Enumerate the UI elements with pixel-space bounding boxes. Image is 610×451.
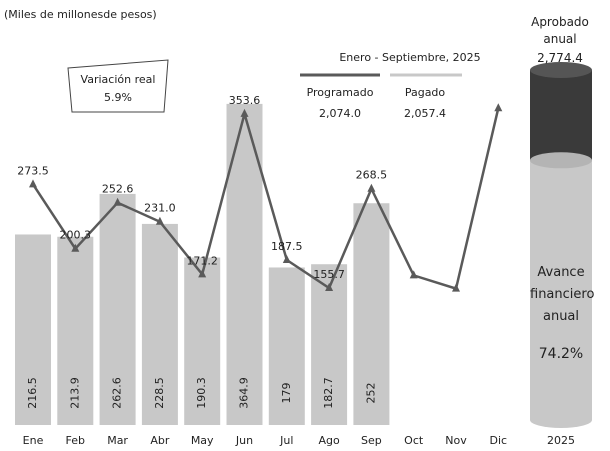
- bar: [57, 236, 94, 425]
- bar: [141, 223, 178, 425]
- legend-total: 2,057.4: [404, 107, 446, 120]
- cylinder-top: [530, 62, 592, 78]
- cylinder-total: 2,774.4: [537, 51, 583, 65]
- chart-title: (Miles de millonesde pesos): [4, 8, 157, 21]
- line-value-label: 200.3: [60, 229, 92, 242]
- line-marker: [71, 243, 80, 252]
- x-tick-label: Nov: [445, 434, 467, 447]
- line: [31, 107, 500, 291]
- x-tick-label: Dic: [490, 434, 508, 447]
- line-marker: [113, 197, 122, 206]
- line-marker: [282, 255, 291, 263]
- annotation-box: [67, 59, 169, 113]
- line-value-label: 252.6: [102, 183, 134, 196]
- bar-value-label: 213.9: [68, 377, 81, 409]
- line-value-label: 353.6: [229, 94, 261, 107]
- line-value-label: 171.2: [186, 254, 218, 267]
- bar: [353, 203, 390, 425]
- line-marker: [155, 216, 164, 225]
- cylinder-value: 74.2%: [538, 346, 584, 362]
- legend-title: Enero - Septiembre, 2025: [339, 51, 480, 64]
- x-tick-label: Ene: [23, 434, 44, 447]
- legend-label: Pagado: [405, 86, 446, 99]
- cylinder-fill: [530, 160, 592, 421]
- line-marker: [198, 269, 207, 278]
- line-value-label: 187.5: [271, 240, 303, 253]
- line-marker: [494, 103, 503, 112]
- line-marker: [367, 183, 376, 192]
- x-tick-label: Abr: [150, 434, 170, 447]
- bar: [268, 267, 305, 425]
- x-tick-label: Jul: [279, 434, 293, 447]
- cylinder-fill-top: [530, 152, 592, 169]
- bar-value-label: 190.3: [195, 377, 208, 409]
- line-marker: [452, 283, 460, 292]
- bar: [311, 264, 348, 425]
- line-marker: [409, 270, 418, 279]
- x-tick-label: Ago: [318, 434, 340, 447]
- bar-value-label: 252: [364, 383, 377, 404]
- line-value-label: 155.7: [313, 268, 345, 281]
- line-value-label: 231.0: [144, 202, 176, 215]
- bar: [226, 103, 263, 425]
- line-value-label: 273.5: [17, 164, 49, 177]
- x-tick-label: May: [191, 434, 214, 447]
- cylinder-title: Aprobado anual: [531, 15, 589, 46]
- bar-value-label: 364.9: [238, 377, 251, 409]
- line-marker: [29, 179, 37, 188]
- legend-total: 2,074.0: [319, 107, 361, 120]
- x-tick-label: Oct: [404, 434, 424, 447]
- bar-value-label: 228.5: [153, 377, 166, 409]
- x-tick-label: 2025: [547, 434, 575, 447]
- bar-value-label: 179: [280, 383, 293, 404]
- bar: [99, 193, 136, 425]
- bar: [184, 257, 221, 425]
- cylinder-label: Avance financiero anual: [530, 265, 595, 324]
- bar: [15, 234, 51, 425]
- x-tick-label: Feb: [66, 434, 85, 447]
- bar-value-label: 182.7: [322, 377, 335, 409]
- line-value-label: 268.5: [356, 169, 388, 182]
- x-tick-label: Sep: [361, 434, 382, 447]
- line-marker: [240, 108, 249, 117]
- bar-value-label: 216.5: [26, 377, 39, 409]
- legend-label: Programado: [307, 86, 374, 99]
- x-tick-label: Jun: [235, 434, 253, 447]
- annotation-value: 5.9%: [104, 91, 132, 104]
- bar-value-label: 262.6: [111, 377, 124, 409]
- x-tick-label: Mar: [107, 434, 128, 447]
- line-marker: [325, 282, 334, 291]
- annotation-label: Variación real: [81, 73, 156, 86]
